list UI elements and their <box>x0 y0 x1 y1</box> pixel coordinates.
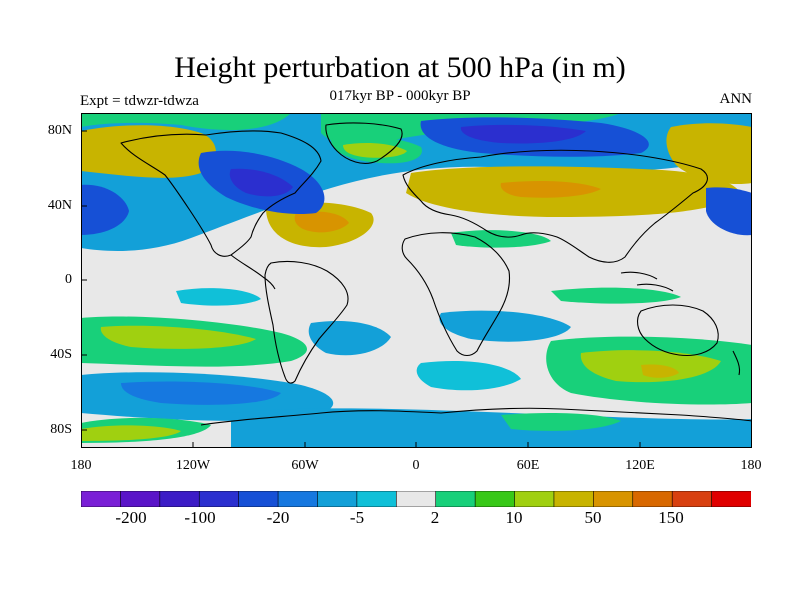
contour-south-cyan-mid <box>308 320 391 356</box>
colorbar <box>81 491 751 507</box>
colorbar-swatch <box>238 491 279 507</box>
colorbar-swatch <box>356 491 398 507</box>
colorbar-label-50: 50 <box>584 508 602 527</box>
contour-south-cyan-africa <box>439 310 571 342</box>
coast-australia <box>636 304 719 357</box>
colorbar-swatch <box>435 491 476 507</box>
contour-pacific-yellow <box>666 123 752 185</box>
contour-greenland-yellow <box>343 143 407 158</box>
lon-label-180w: 180 <box>70 458 92 473</box>
colorbar-swatch <box>395 491 437 507</box>
colorbar-label-2: 2 <box>430 508 440 527</box>
season-label: ANN <box>719 91 753 107</box>
contour-canada-core <box>229 168 293 197</box>
lat-label-80n: 80N <box>47 123 72 138</box>
lat-label-80s: 80S <box>50 422 72 437</box>
colorbar-label-minus-100: -100 <box>184 508 216 527</box>
lon-label-60e: 60E <box>516 458 540 473</box>
contour-north-green <box>81 113 291 130</box>
contour-antarctic-yellow <box>81 425 181 441</box>
contour-atlantic-orange <box>294 211 349 233</box>
colorbar-swatch <box>632 491 673 507</box>
coast-africa <box>401 232 511 357</box>
colorbar-label-minus-200: -200 <box>115 508 147 527</box>
colorbar-label-minus-5: -5 <box>349 508 365 527</box>
coast-antarctica <box>200 407 752 426</box>
map-subtitle: 017kyr BP - 000kyr BP <box>329 88 471 104</box>
contour-antarctic-cyan <box>231 408 752 448</box>
contour-south-cyan-atlantic <box>416 360 521 391</box>
contour-south-blue-west <box>121 381 281 405</box>
contour-tropic-green-1 <box>551 287 681 304</box>
colorbar-swatch <box>317 491 358 507</box>
contour-arctic-core <box>460 124 586 144</box>
contour-pacific-low-east <box>706 187 752 236</box>
colorbar-label-minus-20: -20 <box>266 508 290 527</box>
lat-label-40n: 40N <box>47 198 72 213</box>
coast-new-zealand <box>732 350 741 376</box>
colorbar-swatch <box>671 491 713 507</box>
lon-label-60w: 60W <box>291 458 319 473</box>
contour-eurasia-orange <box>500 181 601 198</box>
lon-label-180e: 180 <box>740 458 762 473</box>
coast-north-america <box>120 130 322 257</box>
contour-antarctic-green-east <box>501 413 621 431</box>
contour-south-yellow-west <box>100 325 256 349</box>
lat-label-40s: 40S <box>50 347 72 362</box>
colorbar-swatch <box>198 491 240 507</box>
coast-central-america <box>230 254 276 290</box>
coastlines <box>120 122 752 426</box>
colorbar-swatch <box>553 491 595 507</box>
colorbar-swatch <box>474 491 516 507</box>
colorbar-swatch <box>81 491 122 507</box>
contour-south-orange-core <box>641 364 679 378</box>
colorbar-swatch <box>593 491 634 507</box>
map-ticks <box>81 130 641 448</box>
colorbar-swatch <box>159 491 201 507</box>
colorbar-swatch <box>514 491 555 507</box>
map-title: Height perturbation at 500 hPa (in m) <box>174 51 626 84</box>
contour-tropic-green-2 <box>451 230 551 248</box>
colorbar-swatch <box>120 491 161 507</box>
coast-eurasia <box>402 149 708 263</box>
colorbar-swatch <box>277 491 319 507</box>
colorbar-label-150: 150 <box>658 508 684 527</box>
colorbar-label-10: 10 <box>505 508 523 527</box>
contour-map <box>81 113 752 448</box>
coast-south-america <box>264 260 349 384</box>
contour-pacific-low-west <box>81 184 129 235</box>
lat-label-0: 0 <box>65 272 72 287</box>
contour-alaska-yellow <box>81 125 216 178</box>
experiment-label: Expt = tdwzr-tdwza <box>80 93 199 109</box>
contour-tropic-cyan-1 <box>176 288 261 306</box>
lon-label-120e: 120E <box>625 458 655 473</box>
colorbar-swatch <box>711 491 751 507</box>
coast-indonesia <box>620 271 674 292</box>
lon-label-120w: 120W <box>175 458 211 473</box>
coast-greenland <box>325 122 403 164</box>
lon-label-0: 0 <box>412 458 420 473</box>
